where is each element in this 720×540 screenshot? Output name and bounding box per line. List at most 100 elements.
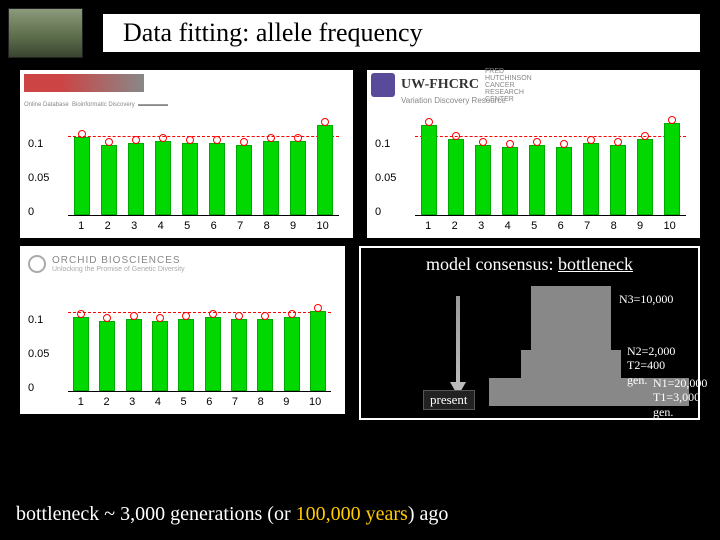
marker-icon bbox=[321, 118, 329, 126]
bar bbox=[284, 317, 300, 391]
present-label: present bbox=[423, 390, 475, 410]
marker-icon bbox=[425, 118, 433, 126]
marker-icon bbox=[314, 304, 322, 312]
bar bbox=[263, 141, 279, 215]
marker-icon bbox=[614, 138, 622, 146]
bar bbox=[664, 123, 680, 215]
header-thumbnail bbox=[8, 8, 83, 58]
chart-orchid-area: 0.10.050 12345678910 bbox=[28, 288, 337, 408]
consensus-panel: model consensus: bottleneck present N3=1… bbox=[359, 246, 700, 420]
x-tick-label: 3 bbox=[129, 396, 135, 408]
bar bbox=[128, 143, 144, 215]
bar bbox=[155, 141, 171, 215]
marker-icon bbox=[209, 310, 217, 318]
x-tick-label: 9 bbox=[283, 396, 289, 408]
bar bbox=[101, 145, 117, 215]
bottom-row: ORCHID BIOSCIENCES Unlocking the Promise… bbox=[0, 238, 720, 420]
y-tick-label: 0 bbox=[28, 382, 34, 394]
page-title: Data fitting: allele frequency bbox=[103, 14, 700, 52]
x-tick-label: 10 bbox=[664, 220, 676, 232]
bar bbox=[209, 143, 225, 215]
bar bbox=[637, 139, 653, 215]
marker-icon bbox=[182, 312, 190, 320]
bar bbox=[231, 319, 247, 391]
orchid-subtitle: Unlocking the Promise of Genetic Diversi… bbox=[52, 266, 185, 273]
marker-icon bbox=[213, 136, 221, 144]
time-arrow bbox=[451, 296, 465, 396]
bar bbox=[99, 321, 115, 391]
bar bbox=[556, 147, 572, 215]
x-tick-label: 1 bbox=[78, 396, 84, 408]
marker-icon bbox=[294, 134, 302, 142]
x-tick-label: 6 bbox=[211, 220, 217, 232]
y-tick-label: 0 bbox=[28, 206, 34, 218]
x-tick-label: 4 bbox=[505, 220, 511, 232]
footer-post: ) ago bbox=[408, 503, 449, 525]
y-tick-label: 0.05 bbox=[28, 172, 49, 184]
marker-icon bbox=[159, 134, 167, 142]
bar bbox=[502, 147, 518, 215]
marker-icon bbox=[240, 138, 248, 146]
bar bbox=[317, 125, 333, 215]
marker-icon bbox=[668, 116, 676, 124]
uw-logo: UW-FHCRC FREDHUTCHINSONCANCERRESEARCHCEN… bbox=[371, 74, 696, 96]
block-n3 bbox=[531, 286, 611, 350]
marker-icon bbox=[235, 312, 243, 320]
marker-icon bbox=[267, 134, 275, 142]
orchid-logo: ORCHID BIOSCIENCES Unlocking the Promise… bbox=[28, 254, 341, 274]
bar bbox=[310, 311, 326, 391]
bottleneck-diagram: present N3=10,000 N2=2,000 T2=400 gen. N… bbox=[451, 286, 688, 408]
bar bbox=[421, 125, 437, 215]
chart-celera-area: 0.10.050 12345678910 bbox=[28, 112, 345, 232]
block-n2 bbox=[521, 350, 621, 378]
x-tick-label: 9 bbox=[290, 220, 296, 232]
marker-icon bbox=[130, 312, 138, 320]
marker-icon bbox=[186, 136, 194, 144]
marker-icon bbox=[533, 138, 541, 146]
consensus-title: model consensus: bottleneck bbox=[371, 254, 688, 275]
x-tick-label: 8 bbox=[264, 220, 270, 232]
y-tick-label: 0.1 bbox=[28, 314, 43, 326]
x-tick-label: 8 bbox=[258, 396, 264, 408]
marker-icon bbox=[641, 132, 649, 140]
top-chart-row: Online Database Bioinformatic Discovery … bbox=[0, 58, 720, 238]
x-tick-label: 2 bbox=[103, 396, 109, 408]
x-tick-label: 6 bbox=[558, 220, 564, 232]
label-n1-t1: N1=20,000 T1=3,000 gen. bbox=[653, 376, 707, 419]
footer-pre: bottleneck ~ 3,000 generations (or bbox=[16, 503, 296, 525]
x-tick-label: 6 bbox=[206, 396, 212, 408]
marker-icon bbox=[479, 138, 487, 146]
x-tick-label: 5 bbox=[181, 396, 187, 408]
label-n1: N1=20,000 bbox=[653, 376, 707, 390]
marker-icon bbox=[77, 310, 85, 318]
bar bbox=[205, 317, 221, 391]
bar bbox=[182, 143, 198, 215]
y-tick-label: 0.05 bbox=[28, 348, 49, 360]
x-tick-label: 2 bbox=[452, 220, 458, 232]
x-tick-label: 7 bbox=[237, 220, 243, 232]
x-tick-label: 7 bbox=[584, 220, 590, 232]
bar bbox=[73, 317, 89, 391]
marker-icon bbox=[261, 312, 269, 320]
marker-icon bbox=[288, 310, 296, 318]
footer-text: bottleneck ~ 3,000 generations (or 100,0… bbox=[16, 503, 448, 526]
marker-icon bbox=[103, 314, 111, 322]
x-tick-label: 1 bbox=[425, 220, 431, 232]
celera-header-text: Online Database Bioinformatic Discovery … bbox=[24, 102, 349, 108]
consensus-title-pre: model consensus: bbox=[426, 254, 558, 274]
bar bbox=[126, 319, 142, 391]
bar bbox=[178, 319, 194, 391]
footer-highlight: 100,000 years bbox=[296, 503, 408, 525]
x-tick-label: 3 bbox=[131, 220, 137, 232]
x-tick-label: 8 bbox=[611, 220, 617, 232]
uw-subtitle: Variation Discovery Resource bbox=[401, 96, 696, 105]
celera-logo bbox=[24, 74, 349, 100]
bar bbox=[74, 137, 90, 215]
x-tick-label: 4 bbox=[158, 220, 164, 232]
x-tick-label: 4 bbox=[155, 396, 161, 408]
chart-uw-area: 0.10.050 12345678910 bbox=[375, 112, 692, 232]
x-tick-label: 5 bbox=[184, 220, 190, 232]
label-n2: N2=2,000 bbox=[627, 344, 675, 358]
y-tick-label: 0.05 bbox=[375, 172, 396, 184]
bar bbox=[475, 145, 491, 215]
